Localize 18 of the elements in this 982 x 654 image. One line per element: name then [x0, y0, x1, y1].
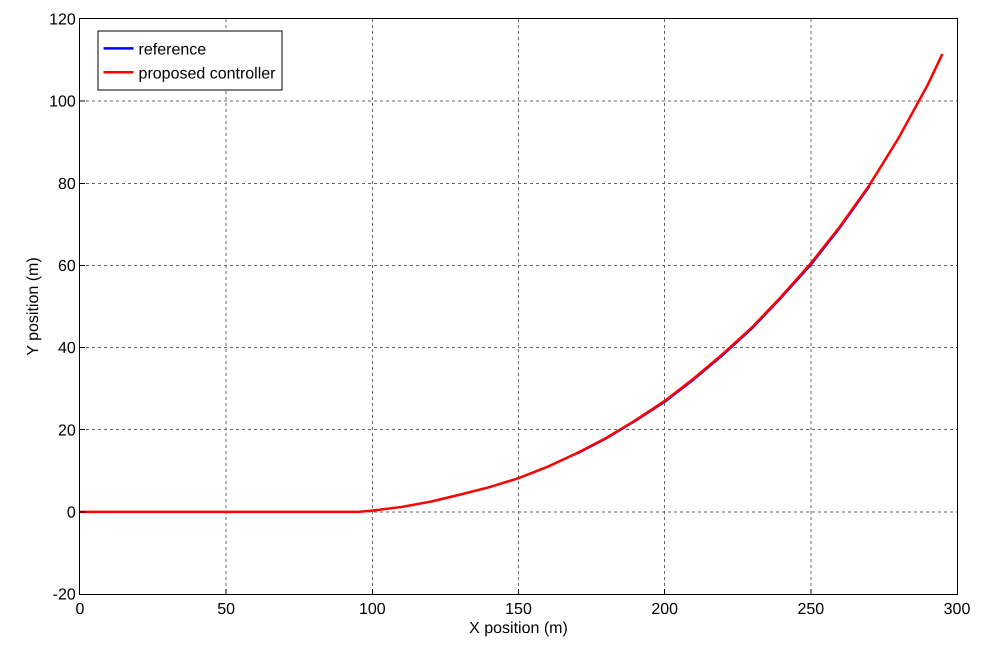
y-tick-label: 80	[58, 176, 76, 193]
y-tick-label: 100	[49, 94, 76, 111]
y-tick-label: 40	[58, 340, 76, 358]
y-tick-label: 20	[58, 422, 76, 440]
y-tick-label: -20	[52, 586, 76, 604]
y-tick-label: 120	[49, 12, 76, 29]
y-axis-title: Y position (m)	[24, 257, 42, 356]
x-tick-label: 200	[651, 601, 678, 618]
y-tick-label: 0	[66, 504, 76, 522]
x-tick-label: 100	[358, 601, 386, 618]
x-tick-label: 250	[797, 601, 824, 618]
x-axis-title: X position (m)	[469, 620, 568, 637]
x-tick-label: 150	[505, 601, 532, 618]
x-tick-label: 300	[944, 601, 970, 618]
legend-label: proposed controller	[138, 65, 276, 82]
y-tick-label: 60	[58, 258, 76, 276]
legend-label: reference	[138, 42, 206, 59]
x-tick-label: 50	[217, 601, 236, 618]
